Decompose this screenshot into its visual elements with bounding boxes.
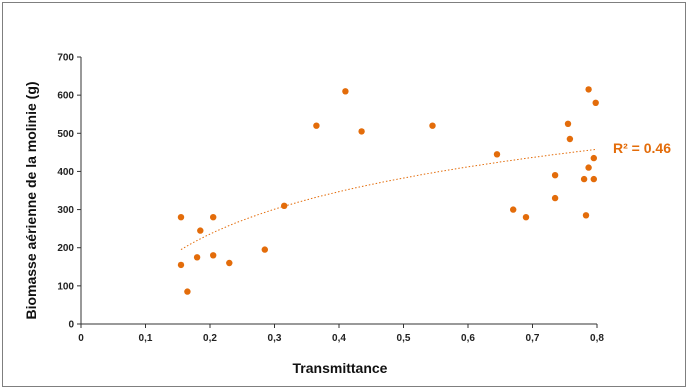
data-points — [177, 86, 599, 295]
y-tick-label: 700 — [57, 53, 74, 64]
data-point — [313, 122, 320, 129]
data-point — [493, 151, 501, 158]
data-point — [564, 120, 572, 128]
axes — [80, 57, 597, 325]
data-point — [592, 99, 599, 107]
y-tick-label: 200 — [57, 243, 74, 254]
data-point — [429, 122, 436, 129]
data-point — [590, 154, 597, 162]
y-axis-title: Biomasse aérienne de la molinie (g) — [23, 81, 39, 319]
y-tick-label: 400 — [57, 167, 74, 178]
data-point — [261, 246, 268, 253]
data-point — [551, 194, 559, 202]
x-tick-label: 0,1 — [139, 333, 153, 344]
data-point — [342, 88, 349, 95]
x-tick-label: 0,7 — [526, 333, 540, 344]
data-point — [551, 172, 559, 179]
y-tick-label: 100 — [57, 281, 74, 292]
x-tick-label: 0 — [78, 333, 84, 344]
x-tick-label: 0,8 — [590, 333, 604, 344]
data-point — [510, 206, 517, 213]
data-point — [197, 227, 204, 234]
data-point — [210, 252, 217, 259]
x-tick-label: 0,6 — [461, 333, 475, 344]
y-tick-label: 500 — [57, 129, 74, 140]
data-point — [193, 254, 201, 261]
data-point — [281, 202, 288, 209]
r-squared-label: R² = 0.46 — [613, 140, 671, 156]
x-axis-title: Transmittance — [293, 360, 388, 376]
data-point — [580, 175, 588, 183]
y-tick-label: 0 — [68, 320, 74, 331]
x-tick-label: 0,4 — [332, 333, 346, 344]
x-tick-label: 0,5 — [397, 333, 411, 344]
data-point — [226, 259, 233, 267]
y-tick-label: 600 — [57, 91, 74, 102]
data-point — [184, 288, 191, 295]
data-point — [566, 135, 574, 143]
x-tick-label: 0,3 — [268, 333, 282, 344]
data-point — [590, 175, 597, 183]
tick-group: 0 0,1 0,2 0,3 0,4 0,5 0,6 0,7 0,8 0 100 200 300 400 50… — [57, 53, 604, 345]
y-tick-label: 300 — [57, 205, 74, 216]
data-point — [522, 214, 530, 221]
data-point — [177, 261, 185, 269]
data-point — [358, 128, 365, 135]
data-point — [585, 164, 592, 171]
data-point — [177, 214, 185, 221]
data-point — [582, 212, 590, 219]
x-tick-label: 0,2 — [203, 333, 217, 344]
data-point — [585, 86, 592, 93]
data-point — [210, 214, 217, 221]
trendline — [180, 148, 598, 251]
